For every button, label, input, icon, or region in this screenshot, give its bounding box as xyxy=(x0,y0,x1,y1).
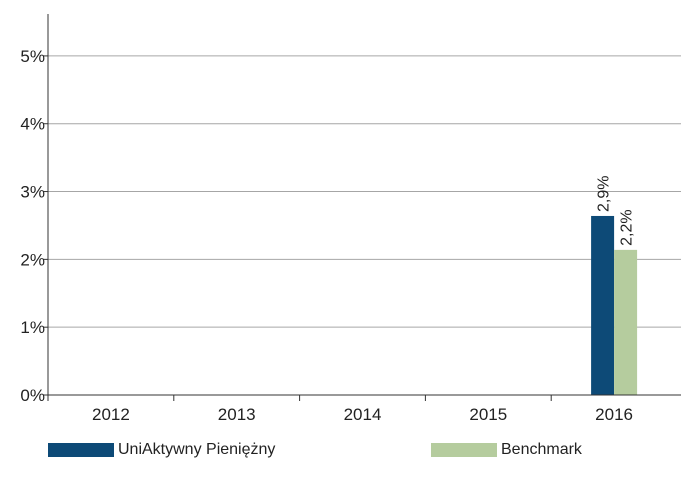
bar-uniaktywny-2016 xyxy=(591,215,615,395)
x-tick-label: 2014 xyxy=(344,405,382,424)
x-tick-label: 2013 xyxy=(218,405,256,424)
bar-benchmark-2016 xyxy=(614,249,638,395)
axes xyxy=(43,14,681,401)
tick-labels: 0% 1% 2% 3% 4% 5% 2012 2013 2014 2015 2016 2,9% 2,2% xyxy=(20,47,635,424)
x-tick-label: 2016 xyxy=(595,405,633,424)
legend-item-benchmark: Benchmark xyxy=(431,440,582,460)
legend-item-uniaktywny: UniAktywny Pieniężny xyxy=(48,440,275,460)
gridlines xyxy=(48,55,681,328)
y-tick-label: 2% xyxy=(20,250,45,269)
data-label-uniaktywny: 2,9% xyxy=(596,175,613,211)
y-tick-label: 0% xyxy=(20,386,45,405)
y-tick-label: 4% xyxy=(20,115,45,134)
x-tick-label: 2012 xyxy=(92,405,130,424)
chart-canvas: 0% 1% 2% 3% 4% 5% 2012 2013 2014 2015 2016 2,9% 2,2% xyxy=(20,14,681,424)
bars xyxy=(591,215,638,395)
y-tick-label: 3% xyxy=(20,183,45,202)
data-label-benchmark: 2,2% xyxy=(619,209,636,245)
legend-label-uniaktywny: UniAktywny Pieniężny xyxy=(118,441,276,458)
legend-swatch-uniaktywny xyxy=(48,443,114,457)
legend-label-benchmark: Benchmark xyxy=(501,441,582,458)
y-tick-label: 5% xyxy=(20,47,45,66)
y-tick-label: 1% xyxy=(20,318,45,337)
legend-swatch-benchmark xyxy=(431,443,497,457)
x-tick-label: 2015 xyxy=(469,405,507,424)
